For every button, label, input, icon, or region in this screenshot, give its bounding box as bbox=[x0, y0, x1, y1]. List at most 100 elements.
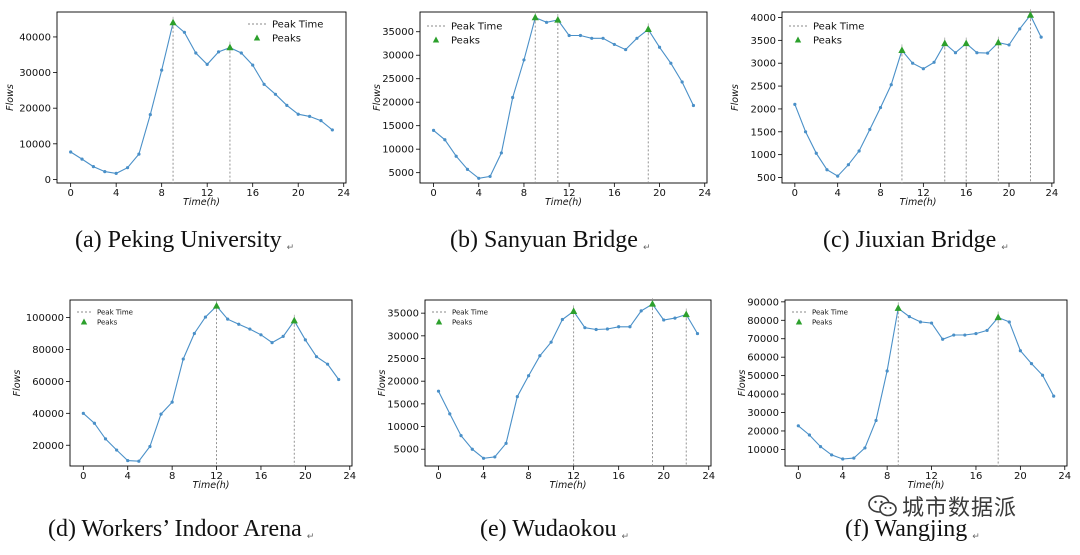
legend-peak-swatch bbox=[795, 318, 803, 325]
data-point bbox=[953, 51, 958, 55]
data-point bbox=[448, 412, 452, 416]
data-point bbox=[203, 315, 208, 319]
plot-frame bbox=[56, 11, 347, 184]
legend-peak-time: Peak Time bbox=[812, 308, 848, 316]
data-point bbox=[126, 458, 130, 463]
data-point bbox=[216, 50, 221, 54]
data-point bbox=[465, 167, 470, 171]
y-tick-label: 10000 bbox=[747, 445, 779, 456]
caption-f: (f) Wangjing ↵ bbox=[845, 516, 980, 542]
legend-peak-time: Peak Time bbox=[813, 22, 864, 33]
plot-frame bbox=[781, 11, 1055, 184]
peak-marker bbox=[644, 25, 652, 32]
legend-peaks: Peaks bbox=[813, 36, 842, 47]
caption-e: (e) Wudaokou ↵ bbox=[480, 516, 630, 542]
data-point bbox=[852, 456, 856, 460]
data-point bbox=[1040, 373, 1045, 377]
watermark: 城市数据派 bbox=[868, 490, 1017, 522]
y-tick-label: 3500 bbox=[751, 36, 776, 47]
x-tick-label: 20 bbox=[292, 188, 305, 199]
data-point bbox=[181, 357, 185, 361]
caption-b: (b) Sanyuan Bridge ↵ bbox=[450, 227, 651, 253]
y-tick-label: 20000 bbox=[19, 104, 51, 115]
data-point bbox=[504, 441, 508, 445]
data-point bbox=[481, 456, 486, 460]
data-point bbox=[680, 80, 684, 84]
data-point bbox=[974, 331, 978, 336]
y-tick-label: 10000 bbox=[382, 145, 414, 156]
y-tick-label: 2000 bbox=[751, 104, 776, 115]
peak-marker bbox=[898, 46, 906, 54]
data-point bbox=[103, 437, 108, 441]
data-point bbox=[436, 389, 441, 393]
y-tick-label: 1000 bbox=[751, 150, 776, 161]
data-point bbox=[868, 127, 872, 132]
data-point bbox=[459, 434, 463, 438]
data-point bbox=[612, 42, 616, 47]
chart-a: 0 4 8 12 16 20 24 0 10000 20000 30000 40000 Time(h) F… bbox=[5, 11, 350, 208]
x-tick-label: 20 bbox=[299, 471, 312, 482]
data-point bbox=[878, 105, 883, 110]
data-point bbox=[1007, 320, 1011, 324]
legend-peaks: Peaks bbox=[451, 36, 480, 47]
data-point bbox=[985, 328, 989, 333]
data-point bbox=[248, 327, 252, 331]
data-point bbox=[431, 128, 436, 132]
y-tick-label: 50000 bbox=[747, 371, 779, 382]
data-point bbox=[952, 333, 956, 337]
chart-b: 0 4 8 12 16 20 24 5000 10000 15000 20000 25000 30000… bbox=[372, 11, 711, 208]
data-point bbox=[885, 369, 889, 373]
data-point bbox=[1007, 43, 1011, 47]
legend-peak-swatch bbox=[80, 318, 88, 325]
data-point bbox=[975, 51, 979, 55]
data-point bbox=[307, 114, 312, 118]
y-tick-label: 20000 bbox=[387, 377, 419, 388]
x-tick-label: 4 bbox=[840, 471, 846, 482]
data-point bbox=[194, 51, 198, 55]
y-tick-label: 15000 bbox=[382, 121, 414, 132]
x-tick-label: 24 bbox=[343, 471, 356, 482]
data-point bbox=[617, 325, 621, 329]
y-tick-label: 40000 bbox=[32, 409, 64, 420]
legend-peak-swatch bbox=[253, 34, 261, 41]
x-tick-label: 24 bbox=[1045, 188, 1058, 199]
peak-marker bbox=[994, 38, 1002, 46]
legend-peak-time: Peak Time bbox=[272, 20, 323, 31]
data-point bbox=[657, 45, 662, 49]
legend-peaks: Peaks bbox=[272, 34, 301, 45]
data-point bbox=[273, 92, 278, 96]
legend-peak-swatch bbox=[794, 36, 802, 43]
series-line bbox=[433, 16, 694, 179]
data-point bbox=[560, 317, 564, 322]
legend: Peak Time Peaks bbox=[789, 22, 864, 47]
data-point bbox=[841, 457, 845, 461]
data-point bbox=[454, 154, 458, 158]
peak-marker bbox=[531, 13, 539, 21]
data-point bbox=[251, 63, 255, 67]
caption-d: (d) Workers’ Indoor Arena ↵ bbox=[48, 516, 315, 542]
legend-peak-time: Peak Time bbox=[97, 308, 133, 316]
caption-a: (a) Peking University ↵ bbox=[75, 227, 295, 253]
y-axis-label: Flows bbox=[12, 370, 23, 397]
y-axis-label: Flows bbox=[372, 84, 383, 111]
caption-c: (c) Jiuxian Bridge ↵ bbox=[823, 227, 1009, 253]
y-tick-label: 20000 bbox=[747, 426, 779, 437]
data-point bbox=[319, 119, 323, 123]
x-tick-label: 20 bbox=[1003, 188, 1016, 199]
data-point bbox=[526, 374, 531, 378]
y-tick-label: 2500 bbox=[751, 82, 776, 93]
data-point bbox=[807, 433, 812, 437]
data-point bbox=[160, 68, 164, 72]
peak-marker bbox=[962, 39, 970, 47]
data-point bbox=[285, 103, 289, 107]
data-point bbox=[148, 444, 152, 449]
data-point bbox=[836, 174, 840, 178]
y-tick-label: 1500 bbox=[751, 127, 776, 138]
plot-frame bbox=[784, 299, 1068, 467]
data-point bbox=[270, 341, 274, 345]
y-tick-label: 80000 bbox=[747, 316, 779, 327]
x-tick-label: 12 bbox=[567, 471, 580, 482]
x-tick-label: 24 bbox=[1058, 471, 1071, 482]
peak-marker bbox=[648, 300, 657, 307]
data-point bbox=[237, 322, 241, 326]
